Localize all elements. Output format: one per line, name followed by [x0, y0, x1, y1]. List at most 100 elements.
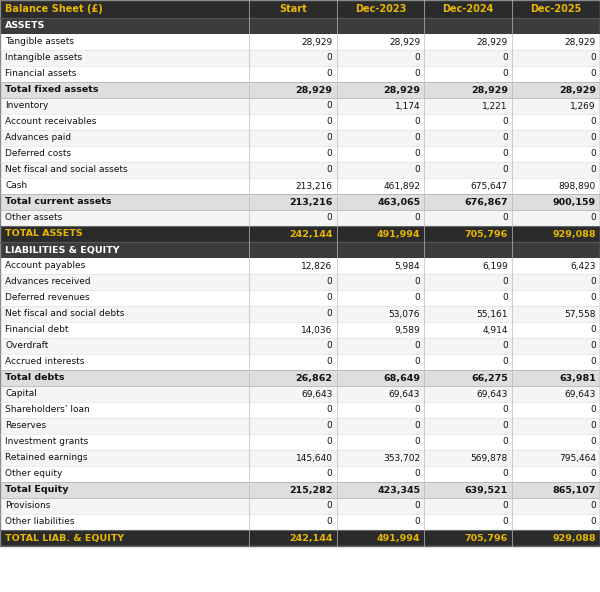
Text: Deferred revenues: Deferred revenues [5, 294, 89, 303]
Bar [0, 450, 600, 466]
Bar [0, 322, 600, 338]
Text: 0: 0 [415, 69, 420, 79]
Text: ASSETS: ASSETS [5, 21, 46, 31]
Text: 795,464: 795,464 [559, 453, 596, 462]
Text: 9,589: 9,589 [394, 326, 420, 334]
Bar [0, 34, 600, 50]
Text: 0: 0 [327, 310, 332, 318]
Text: 0: 0 [502, 501, 508, 510]
Text: 63,981: 63,981 [559, 374, 596, 382]
Text: 6,199: 6,199 [482, 262, 508, 271]
Text: 0: 0 [415, 214, 420, 223]
Text: 53,076: 53,076 [389, 310, 420, 318]
Text: Investment grants: Investment grants [5, 437, 88, 446]
Text: Advances paid: Advances paid [5, 134, 71, 143]
Text: 28,929: 28,929 [476, 37, 508, 47]
Text: 0: 0 [415, 150, 420, 159]
Bar [0, 482, 600, 498]
Text: 0: 0 [502, 166, 508, 175]
Text: Shareholders’ loan: Shareholders’ loan [5, 406, 90, 414]
Text: 900,159: 900,159 [553, 198, 596, 207]
Text: 0: 0 [590, 117, 596, 127]
Text: Dec-2024: Dec-2024 [442, 4, 494, 14]
Text: 0: 0 [590, 469, 596, 478]
Bar [0, 194, 600, 210]
Text: 0: 0 [590, 134, 596, 143]
Text: Intangible assets: Intangible assets [5, 53, 82, 63]
Text: Account payables: Account payables [5, 262, 85, 271]
Text: 491,994: 491,994 [377, 230, 420, 239]
Text: 0: 0 [502, 150, 508, 159]
Text: 12,826: 12,826 [301, 262, 332, 271]
Text: 0: 0 [502, 69, 508, 79]
Text: TOTAL LIAB. & EQUITY: TOTAL LIAB. & EQUITY [5, 533, 124, 542]
Text: 569,878: 569,878 [470, 453, 508, 462]
Text: 898,890: 898,890 [559, 182, 596, 191]
Text: 491,994: 491,994 [377, 533, 420, 542]
Text: 0: 0 [502, 517, 508, 526]
Bar [0, 82, 600, 98]
Text: 5,984: 5,984 [395, 262, 420, 271]
Text: Tangible assets: Tangible assets [5, 37, 74, 47]
Text: 0: 0 [327, 278, 332, 287]
Text: Financial debt: Financial debt [5, 326, 68, 334]
Text: 6,423: 6,423 [571, 262, 596, 271]
Text: Dec-2023: Dec-2023 [355, 4, 406, 14]
Text: 0: 0 [327, 342, 332, 350]
Text: Account receivables: Account receivables [5, 117, 97, 127]
Text: 461,892: 461,892 [383, 182, 420, 191]
Text: Other assets: Other assets [5, 214, 62, 223]
Text: 0: 0 [590, 166, 596, 175]
Text: 0: 0 [502, 437, 508, 446]
Text: 0: 0 [502, 342, 508, 350]
Bar [0, 338, 600, 354]
Text: 0: 0 [502, 358, 508, 366]
Text: 69,643: 69,643 [301, 390, 332, 398]
Bar [0, 354, 600, 370]
Bar [0, 0, 600, 18]
Text: Retained earnings: Retained earnings [5, 453, 88, 462]
Bar [0, 386, 600, 402]
Text: TOTAL ASSETS: TOTAL ASSETS [5, 230, 83, 239]
Bar [0, 514, 600, 530]
Bar [0, 162, 600, 178]
Text: 0: 0 [327, 422, 332, 430]
Text: 0: 0 [415, 134, 420, 143]
Text: LIABILITIES & EQUITY: LIABILITIES & EQUITY [5, 246, 119, 255]
Text: 213,216: 213,216 [296, 182, 332, 191]
Bar [0, 258, 600, 274]
Text: 0: 0 [502, 422, 508, 430]
Text: 0: 0 [590, 406, 596, 414]
Text: Cash: Cash [5, 182, 27, 191]
Bar [0, 226, 600, 242]
Text: 0: 0 [590, 69, 596, 79]
Text: 676,867: 676,867 [464, 198, 508, 207]
Text: 0: 0 [590, 214, 596, 223]
Text: 0: 0 [502, 406, 508, 414]
Text: 215,282: 215,282 [289, 485, 332, 494]
Text: 0: 0 [590, 294, 596, 303]
Bar [0, 18, 600, 34]
Bar [0, 114, 600, 130]
Bar [0, 530, 600, 546]
Text: 28,929: 28,929 [565, 37, 596, 47]
Bar [0, 130, 600, 146]
Text: 0: 0 [415, 517, 420, 526]
Text: Deferred costs: Deferred costs [5, 150, 71, 159]
Text: 1,269: 1,269 [571, 101, 596, 111]
Text: 213,216: 213,216 [289, 198, 332, 207]
Text: 0: 0 [327, 501, 332, 510]
Text: Advances received: Advances received [5, 278, 91, 287]
Text: 4,914: 4,914 [482, 326, 508, 334]
Text: 69,643: 69,643 [476, 390, 508, 398]
Text: 0: 0 [590, 278, 596, 287]
Bar [0, 434, 600, 450]
Text: 0: 0 [327, 53, 332, 63]
Text: 0: 0 [415, 278, 420, 287]
Text: 0: 0 [590, 422, 596, 430]
Text: 0: 0 [327, 406, 332, 414]
Text: 0: 0 [327, 117, 332, 127]
Text: 28,929: 28,929 [559, 85, 596, 95]
Text: 0: 0 [327, 134, 332, 143]
Bar [0, 50, 600, 66]
